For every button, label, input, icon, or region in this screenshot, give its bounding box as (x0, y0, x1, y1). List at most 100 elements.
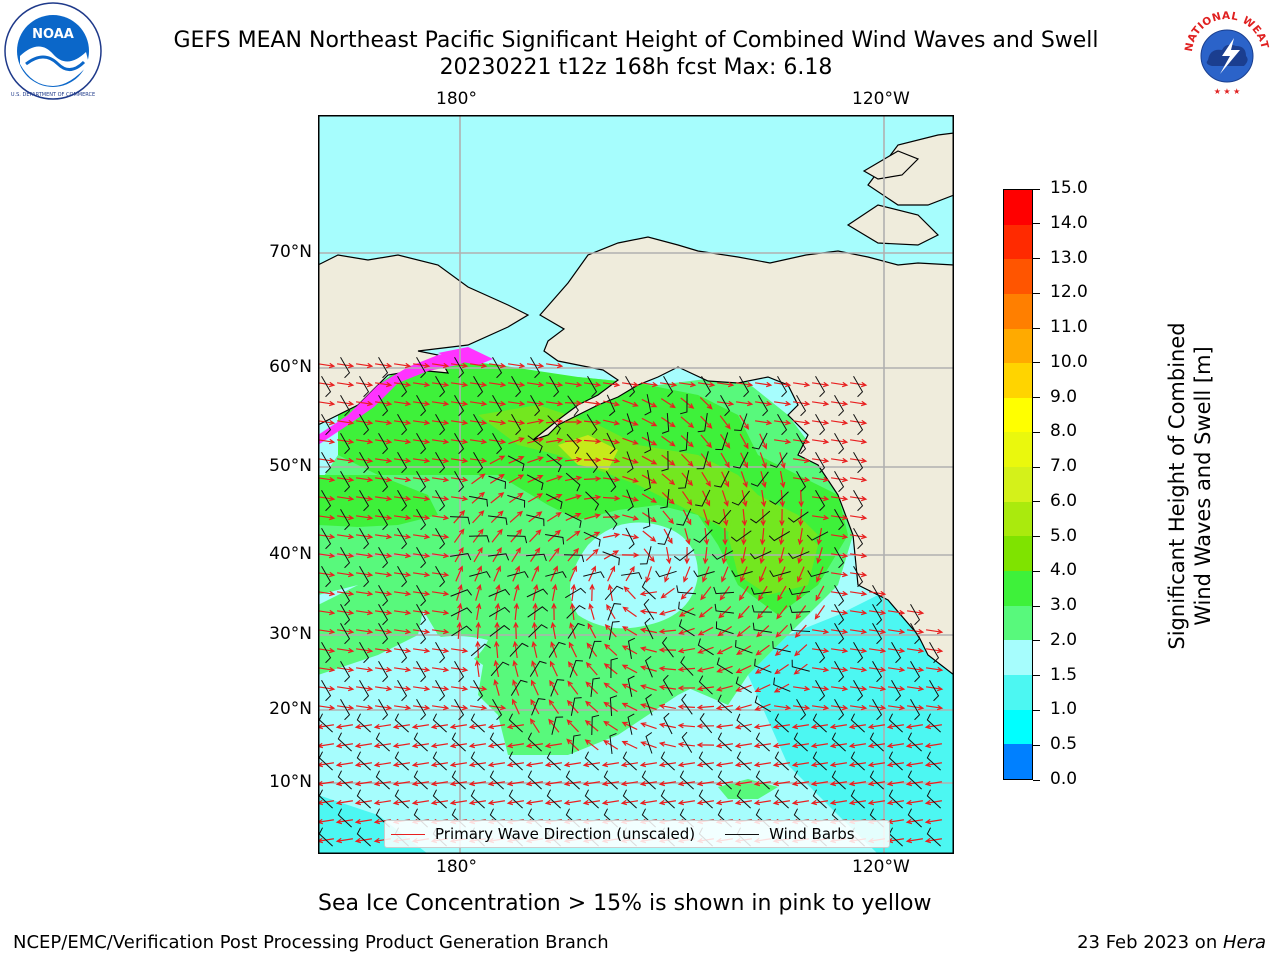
wave-direction-arrow (551, 583, 558, 601)
wave-direction-arrow (850, 514, 868, 521)
wind-barb (608, 621, 620, 640)
wind-barb (731, 570, 753, 578)
wind-barb (754, 695, 771, 713)
wind-barb (679, 770, 694, 790)
wave-direction-arrow (531, 565, 539, 582)
wind-barb (340, 584, 351, 607)
wind-barb (717, 694, 733, 714)
wave-direction-arrow (411, 799, 429, 806)
wave-direction-arrow (394, 666, 412, 673)
wave-direction-arrow (544, 742, 562, 749)
wind-barb (812, 789, 827, 809)
wind-barb (716, 657, 733, 675)
wind-barb (755, 732, 770, 752)
wind-barb (602, 551, 620, 566)
wind-barb (807, 570, 829, 578)
wind-barb (488, 475, 507, 489)
colorbar-tick-label: 10.0 (1050, 351, 1088, 372)
wind-barb (853, 679, 864, 702)
wave-direction-arrow (677, 799, 695, 806)
legend-wave-direction-label: Primary Wave Direction (unscaled) (435, 825, 696, 843)
wind-barb (394, 789, 409, 809)
wind-barb (489, 624, 511, 637)
wave-direction-arrow (641, 493, 658, 503)
wind-barb (834, 546, 845, 569)
wave-direction-arrow (850, 552, 868, 559)
wind-barb (834, 394, 845, 417)
wind-barb (641, 580, 656, 600)
wave-direction-arrow (451, 647, 469, 654)
wave-direction-arrow (737, 605, 750, 619)
wave-direction-arrow (924, 742, 942, 749)
sea-ice-note: Sea Ice Concentration > 15% is shown in … (318, 891, 932, 916)
wind-barb (850, 751, 865, 771)
colorbar-tick-mark (1033, 431, 1040, 433)
wind-barb (621, 572, 643, 580)
wind-barb (815, 641, 826, 664)
wind-barb (678, 619, 695, 637)
wave-direction-arrow (430, 742, 448, 749)
wave-direction-arrow (432, 552, 450, 559)
wind-barb (695, 489, 711, 507)
wave-direction-arrow (677, 761, 695, 768)
wind-barb (416, 603, 427, 626)
wind-barb (815, 413, 826, 436)
wind-barb (774, 713, 789, 733)
wave-direction-arrow (356, 438, 374, 445)
map-legend: Primary Wave Direction (unscaled) Wind B… (384, 820, 890, 848)
wave-direction-arrow (639, 799, 657, 806)
wave-direction-arrow (680, 416, 695, 429)
wave-direction-arrow (356, 609, 374, 616)
wind-barb (566, 604, 586, 619)
wave-direction-arrow (583, 476, 602, 482)
wave-direction-arrow (621, 552, 640, 558)
wave-direction-arrow (432, 704, 450, 711)
wind-barb (584, 751, 599, 771)
wave-direction-arrow (468, 780, 486, 787)
wave-direction-arrow (793, 381, 811, 388)
wind-barb (749, 550, 772, 560)
wind-barb (571, 734, 581, 755)
colorbar-tick-label: 2.0 (1050, 629, 1078, 650)
wind-barb (356, 751, 371, 771)
wave-direction-arrow (622, 514, 640, 521)
wind-barb (587, 375, 598, 398)
wind-barb (657, 527, 672, 545)
wind-barb (321, 489, 332, 512)
wave-direction-arrow (681, 453, 694, 467)
wave-direction-arrow (603, 381, 621, 388)
colorbar-tick-label: 1.0 (1050, 699, 1078, 720)
wave-direction-arrow (546, 475, 563, 483)
wind-barb (492, 698, 503, 721)
wind-barb (622, 789, 637, 809)
wind-barb (340, 508, 351, 531)
wave-direction-arrow (696, 704, 715, 710)
wave-direction-arrow (356, 628, 374, 635)
colorbar-segment (1004, 744, 1032, 779)
wave-direction-arrow (755, 381, 773, 388)
wave-direction-arrow (741, 508, 748, 527)
colorbar-tick-label: 12.0 (1050, 282, 1088, 303)
wind-barb (834, 508, 845, 531)
wave-direction-arrow (774, 400, 792, 407)
wave-direction-arrow (696, 666, 714, 673)
wave-direction-arrow (585, 661, 598, 676)
wind-barb (929, 641, 940, 664)
colorbar-label-line1: Significant Height of Combined (1165, 322, 1189, 650)
wave-direction-arrow (791, 799, 809, 806)
wave-direction-arrow (587, 622, 597, 639)
wave-direction-arrow (453, 528, 465, 543)
wave-direction-arrow (548, 547, 560, 562)
wind-barb (507, 571, 529, 578)
wind-barb (356, 789, 371, 809)
wave-direction-arrow (356, 704, 374, 711)
wave-direction-arrow (798, 489, 804, 508)
wind-barb (606, 432, 616, 455)
wave-direction-arrow (468, 742, 486, 749)
wind-barb (416, 698, 427, 721)
wind-barb (655, 570, 677, 578)
wind-barb (661, 450, 669, 472)
wave-direction-arrow (603, 682, 618, 694)
wave-direction-arrow (531, 640, 538, 658)
wind-barb (378, 356, 389, 379)
